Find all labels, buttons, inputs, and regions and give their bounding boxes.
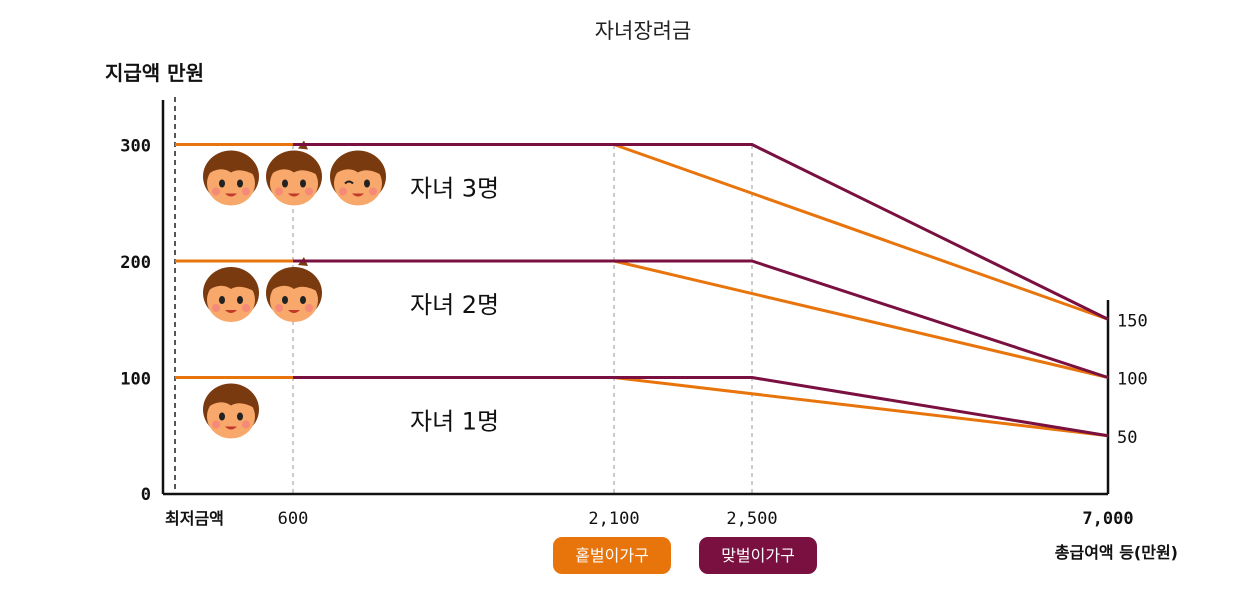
y-tick-label: 300 [120,137,151,157]
right-tick-label: 100 [1117,370,1148,390]
right-tick-label: 150 [1117,311,1148,331]
labels: 자녀 1명 자녀 2명 자녀 3명 [410,175,499,436]
x-tick-label: 7,000 [1082,509,1133,529]
x-tick-label: 2,100 [588,509,639,529]
group-label-1: 자녀 1명 [410,408,499,436]
child-face-icon [203,150,259,206]
y-axis-label: 지급액 만원 [105,61,204,85]
x-tick-label: 2,500 [726,509,777,529]
group-label-2: 자녀 2명 [410,291,499,319]
axes: 0 100 200 300 150 100 50 최저금액 600 2,100 2,500 7,000 [120,100,1148,529]
y-tick-label: 0 [141,485,151,505]
single-income-line-1 [175,376,1109,438]
legend-single-label: 홑벌이가구 [575,546,649,565]
y-tick-label: 200 [120,253,151,273]
dual-income-line-2 [293,259,1109,379]
legend-dual-swatch [699,537,817,574]
child-face-icon [266,257,322,322]
x-tick-label: 600 [278,509,309,529]
child-face-icon [203,267,259,322]
faces [203,140,386,439]
legend-dual[interactable]: 맞벌이가구 [699,537,817,574]
child-face-icon [203,383,259,439]
y-tick-label: 100 [120,370,151,390]
child-face-icon [266,140,322,206]
legend-single-swatch [553,537,671,574]
legend-single[interactable]: 홑벌이가구 [553,537,671,574]
series [174,143,1109,438]
chart-title: 자녀장려금 [595,19,692,43]
x-tick-label: 최저금액 [165,509,224,528]
group-label-3: 자녀 3명 [410,175,499,203]
legend-dual-label: 맞벌이가구 [721,546,795,565]
child-face-icon [330,150,386,206]
right-tick-label: 50 [1117,428,1137,448]
legend: 홑벌이가구 맞벌이가구 [553,537,817,574]
x-axis-label: 총급여액 등(만원) [1055,543,1178,562]
